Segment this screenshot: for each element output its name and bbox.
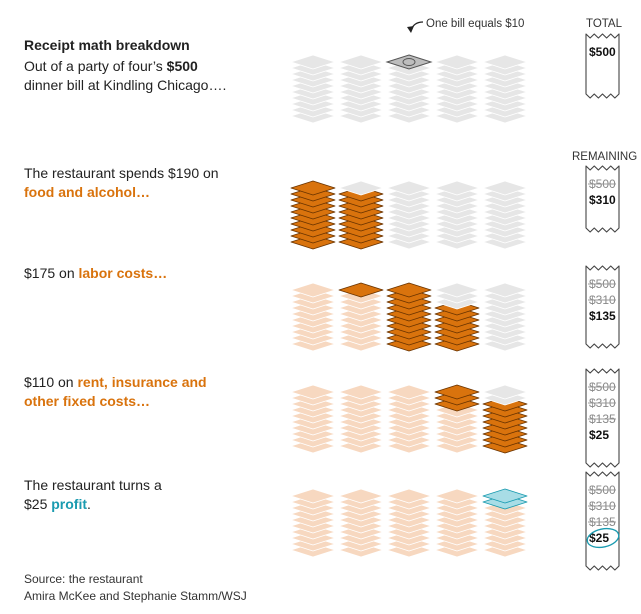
source-note: Source: the restaurant <box>24 572 143 586</box>
receipt-amount-total-0: $500 <box>589 45 616 59</box>
bill-total-1-9 <box>338 54 384 70</box>
subtitle-amount: $500 <box>166 58 198 74</box>
unit-legend-label: One bill equals $10 <box>426 18 525 30</box>
chart-subtitle: Out of a party of four’s $500 dinner bil… <box>24 57 264 95</box>
receipt-paper <box>585 33 620 99</box>
row-label-food-pre: The restaurant spends $190 on <box>24 165 219 181</box>
bill-fixed-4-9 <box>482 384 528 400</box>
row-label-labor-pre: $175 on <box>24 265 79 281</box>
bill-food-2-9 <box>386 180 432 196</box>
bill-labor-1-9 <box>338 282 384 298</box>
receipt-total: $500 <box>585 33 620 99</box>
bill-food-3-9 <box>434 180 480 196</box>
bill-food-1-9 <box>338 180 384 196</box>
stack-row-fixed <box>290 384 528 454</box>
row-label-profit-post: . <box>87 496 91 512</box>
row-label-labor: $175 on labor costs… <box>24 264 244 283</box>
unit-legend-arrow <box>407 21 424 33</box>
bill-total-3-9 <box>434 54 480 70</box>
stack-row-labor <box>290 282 528 352</box>
bill-labor-3-9 <box>434 282 480 298</box>
bill-total-4-9 <box>482 54 528 70</box>
bill-labor-4-9 <box>482 282 528 298</box>
stack-row-total <box>290 54 528 124</box>
bill-profit-1-9 <box>338 488 384 504</box>
unit-legend-bill <box>385 54 433 70</box>
dollar-icon <box>402 58 416 66</box>
row-label-labor-highlight: labor costs… <box>78 265 168 281</box>
row-label-fixed-highlight: rent, insurance and other fixed costs… <box>24 374 207 409</box>
receipt-amount-labor-2: $135 <box>589 309 616 323</box>
bill-total-0-9 <box>290 54 336 70</box>
row-label-fixed-pre: $110 on <box>24 374 78 390</box>
receipt-food: $500$310 <box>585 165 620 233</box>
bill-food-4-9 <box>482 180 528 196</box>
bill-labor-0-9 <box>290 282 336 298</box>
bill-profit-0-9 <box>290 488 336 504</box>
receipt-labor: $500$310$135 <box>585 265 620 349</box>
subtitle-prefix: Out of a party of four’s <box>24 58 167 74</box>
receipt-paper <box>585 265 620 349</box>
receipt-fixed: $500$310$135$25 <box>585 368 620 468</box>
row-label-profit-pre: The restaurant turns a $25 <box>24 477 162 512</box>
chart-title: Receipt math breakdown <box>24 37 190 53</box>
subtitle-suffix: dinner bill at Kindling Chicago…. <box>24 77 227 93</box>
stack-row-profit <box>290 488 528 558</box>
bill-fixed-1-9 <box>338 384 384 400</box>
bill-fixed-0-9 <box>290 384 336 400</box>
bill-profit-2-9 <box>386 488 432 504</box>
receipt-profit: $500$310$135$25 <box>585 471 620 571</box>
receipt-amount-fixed-3: $25 <box>589 428 609 442</box>
bill-fixed-2-9 <box>386 384 432 400</box>
receipt-paper <box>585 165 620 233</box>
row-label-profit: The restaurant turns a $25 profit. <box>24 476 184 514</box>
bill-profit-4-9 <box>482 488 528 504</box>
credit-note: Amira McKee and Stephanie Stamm/WSJ <box>24 589 247 603</box>
bill-food-0-9 <box>290 180 336 196</box>
receipt-amount-profit-3: $25 <box>589 531 609 545</box>
stack-row-food <box>290 180 528 250</box>
bill-fixed-3-9 <box>434 384 480 400</box>
row-label-fixed: $110 on rent, insurance and other fixed … <box>24 373 209 411</box>
remaining-header: REMAINING <box>572 151 638 163</box>
profit-circle-highlight <box>586 527 620 549</box>
receipt-amount-food-1: $310 <box>589 193 616 207</box>
bill-profit-3-9 <box>434 488 480 504</box>
total-header: TOTAL <box>586 18 622 30</box>
row-label-food-highlight: food and alcohol… <box>24 184 150 200</box>
row-label-food: The restaurant spends $190 on food and a… <box>24 164 224 202</box>
bill-labor-2-9 <box>386 282 432 298</box>
receipt-paper <box>585 368 620 468</box>
row-label-profit-highlight: profit <box>51 496 88 512</box>
